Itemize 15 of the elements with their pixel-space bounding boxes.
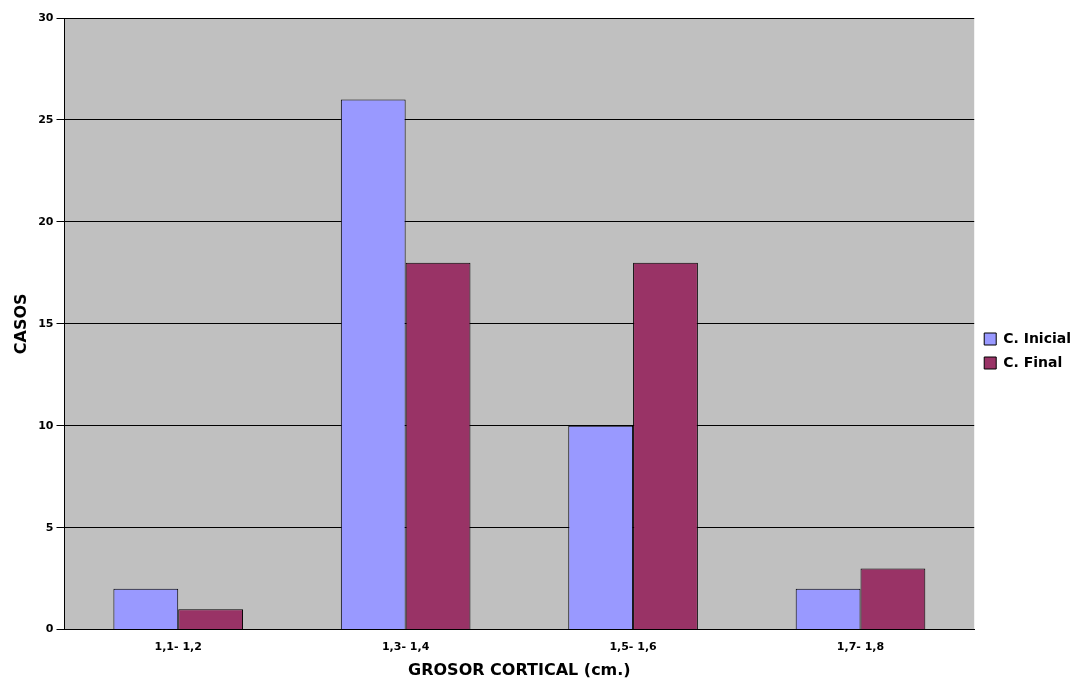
legend-label: C. Inicial: [1003, 329, 1072, 346]
y-tick-label: 25: [38, 112, 54, 126]
y-tick-label: 0: [45, 622, 54, 636]
x-tick-label: 1,7- 1,8: [836, 640, 885, 654]
legend-label: C. Final: [1003, 353, 1063, 370]
y-tick-label: 30: [38, 10, 54, 24]
x-tick-label: 1,3- 1,4: [381, 640, 430, 654]
x-tick-label: 1,1- 1,2: [154, 640, 202, 654]
y-tick-label: 5: [45, 520, 54, 534]
y-tick-label: 20: [38, 214, 54, 228]
y-tick-label: 10: [38, 418, 54, 432]
x-axis-title: GROSOR CORTICAL (cm.): [408, 659, 631, 679]
x-tick-label: 1,5- 1,6: [609, 640, 658, 654]
y-tick-label: 15: [38, 316, 54, 330]
y-axis-title: CASOS: [10, 293, 30, 355]
